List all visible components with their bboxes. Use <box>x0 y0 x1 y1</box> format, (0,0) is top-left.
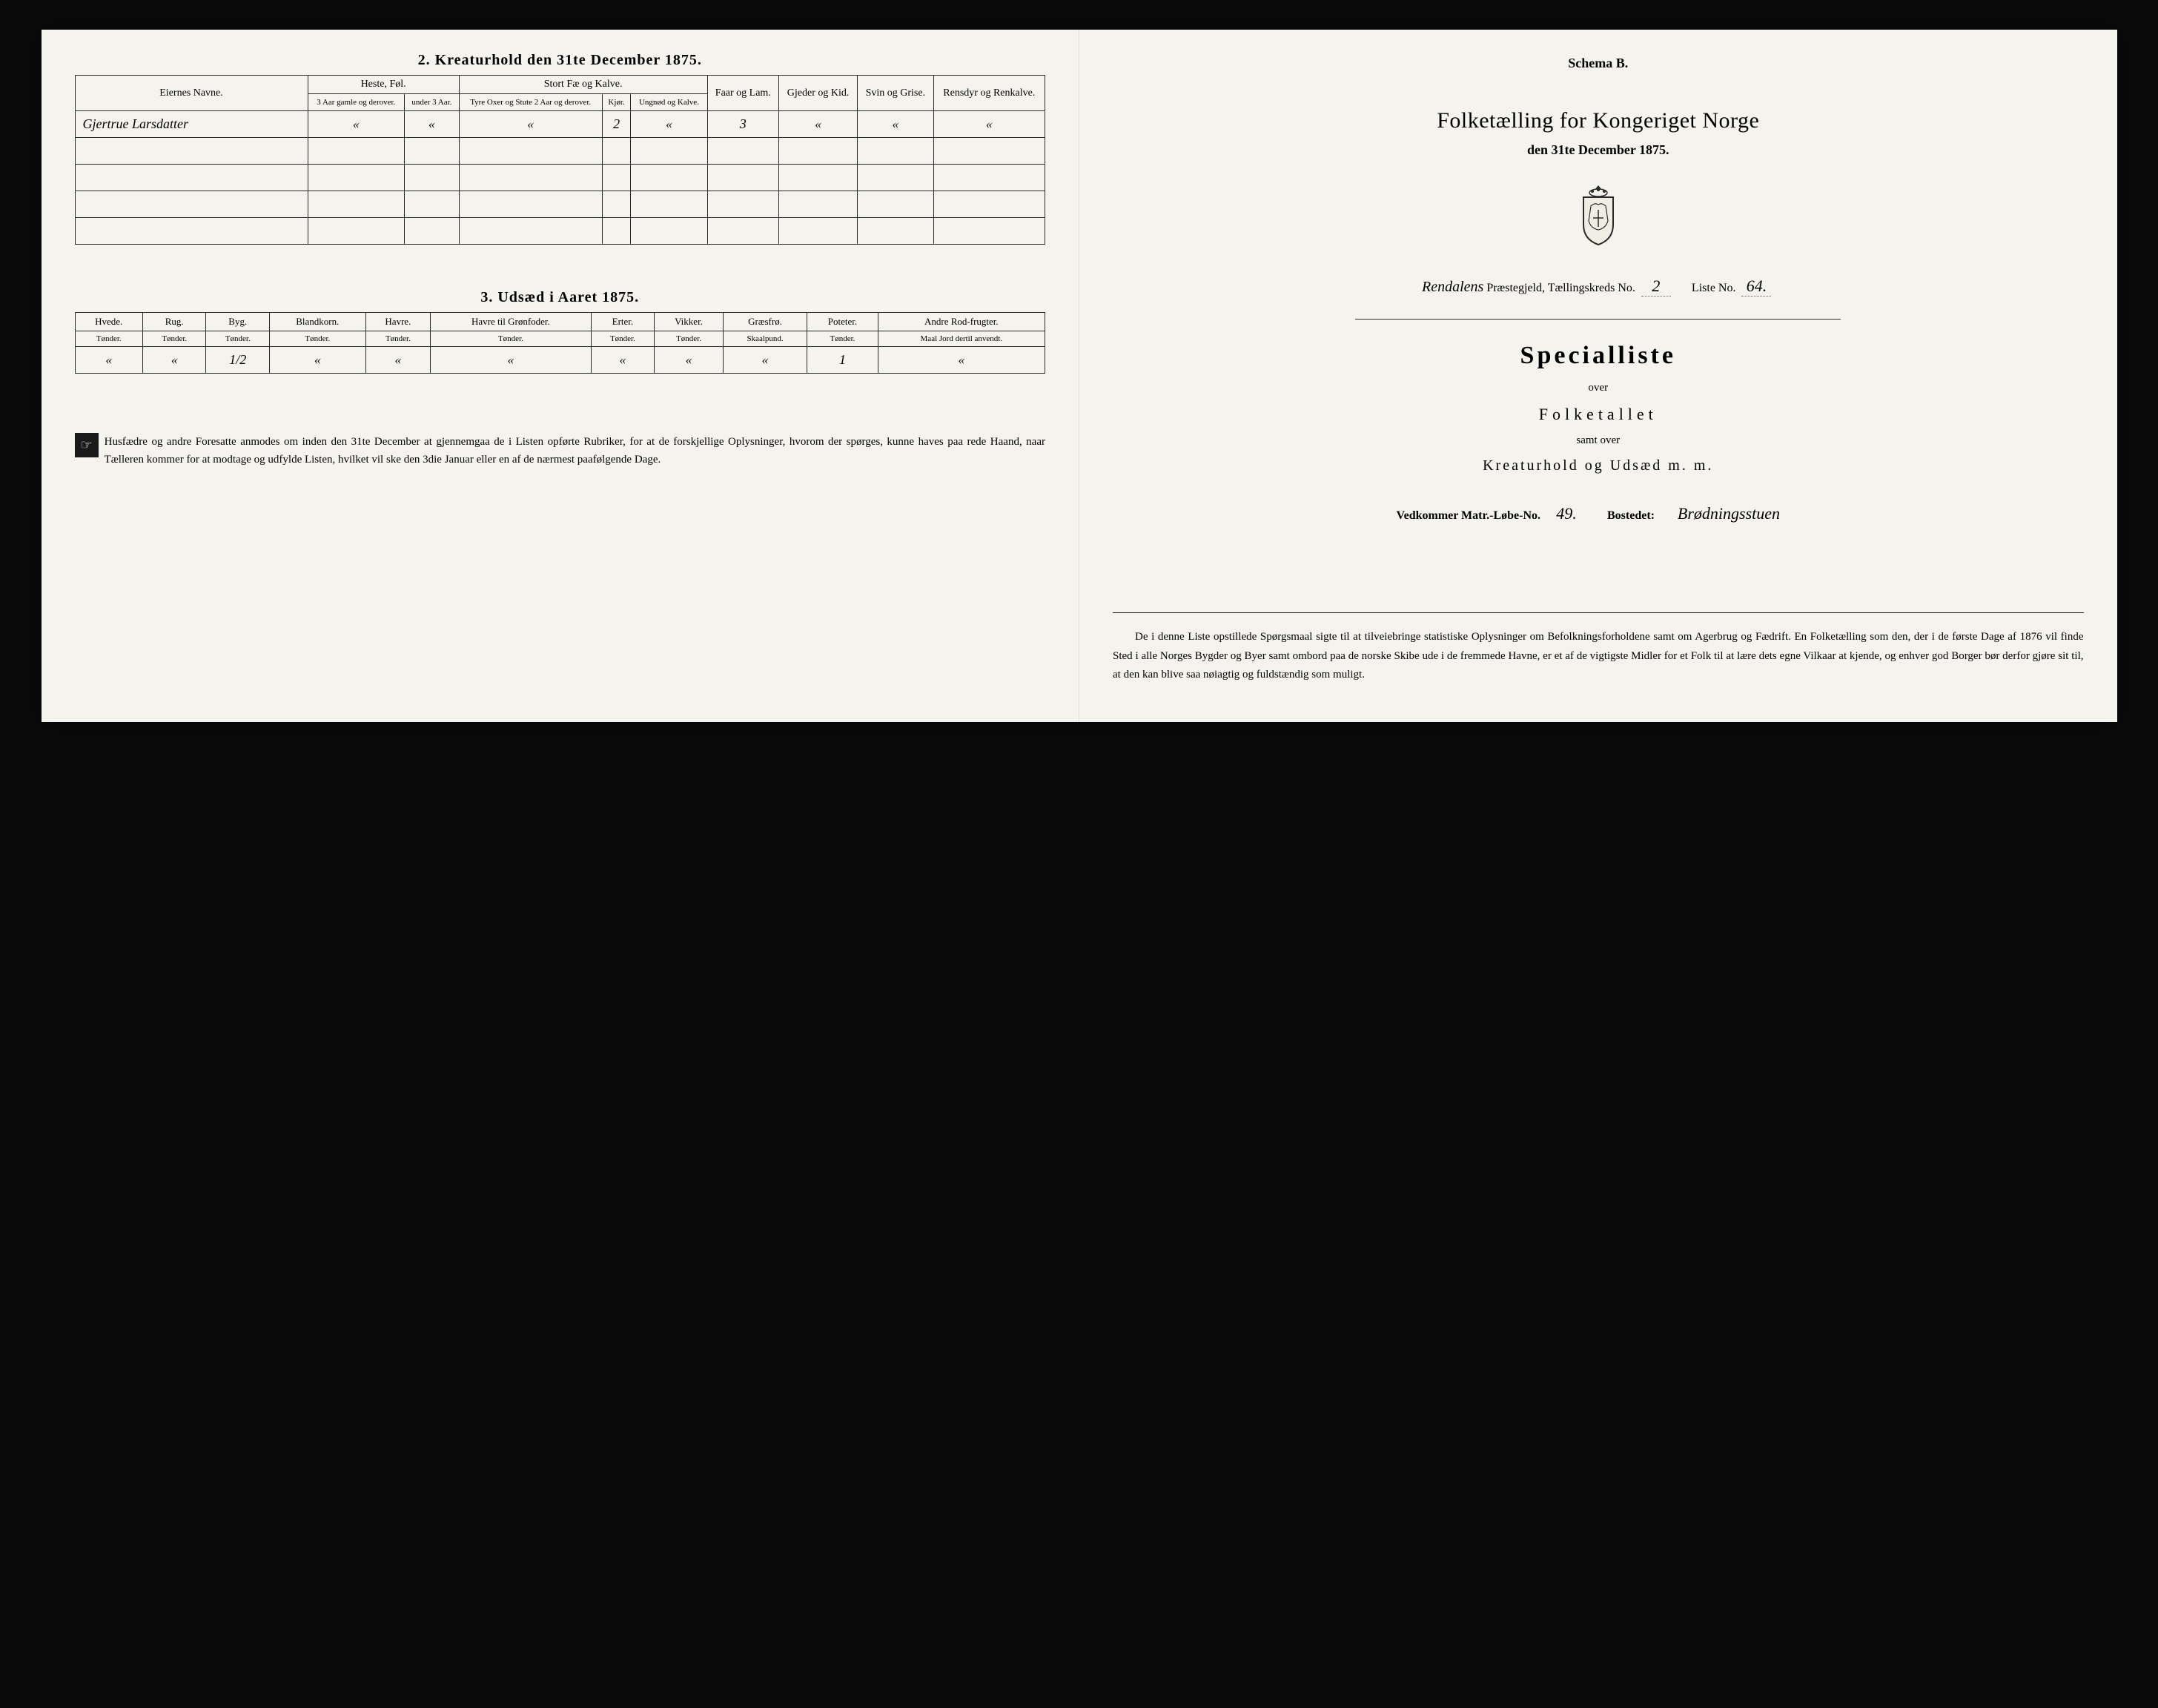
cell-svin: « <box>858 111 934 138</box>
col-group-horses: Heste, Føl. <box>308 76 459 94</box>
cell-andre: « <box>878 347 1045 374</box>
cell-havre: « <box>365 347 431 374</box>
col-goats: Gjeder og Kid. <box>779 76 858 111</box>
cell-stort1: « <box>459 111 602 138</box>
col-cattle-cows: Kjør. <box>602 94 631 111</box>
cell-erter: « <box>591 347 655 374</box>
cell-rug: « <box>142 347 206 374</box>
unit-havre: Tønder. <box>365 331 431 347</box>
bostedet-label: Bostedet: <box>1607 509 1655 522</box>
col-rug: Rug. <box>142 313 206 331</box>
document-spread: 2. Kreaturhold den 31te December 1875. E… <box>42 30 2117 722</box>
col-erter: Erter. <box>591 313 655 331</box>
folketallet-label: Folketallet <box>1113 405 2084 424</box>
schema-label: Schema B. <box>1113 56 2084 71</box>
cell-heste2: « <box>405 111 460 138</box>
district-label: Præstegjeld, Tællingskreds No. <box>1486 282 1635 294</box>
district-prefix: Rendalens <box>1422 279 1483 295</box>
cell-faar: 3 <box>707 111 779 138</box>
cell-owner-name: Gjertrue Larsdatter <box>75 111 308 138</box>
matr-number: 49. <box>1548 504 1585 523</box>
unit-havre-gron: Tønder. <box>431 331 591 347</box>
col-owner-name: Eiernes Navne. <box>75 76 308 111</box>
unit-hvede: Tønder. <box>75 331 142 347</box>
cell-blandkorn: « <box>270 347 366 374</box>
col-hvede: Hvede. <box>75 313 142 331</box>
divider <box>1355 319 1841 320</box>
col-poteter: Poteter. <box>807 313 878 331</box>
section3-title: 3. Udsæd i Aaret 1875. <box>75 289 1046 306</box>
table-row-empty <box>75 218 1045 245</box>
unit-poteter: Tønder. <box>807 331 878 347</box>
liste-label: Liste No. <box>1692 282 1736 294</box>
cell-gjeder: « <box>779 111 858 138</box>
unit-byg: Tønder. <box>206 331 270 347</box>
kreaturhold-label: Kreaturhold og Udsæd m. m. <box>1113 457 2084 474</box>
pointing-hand-icon: ☞ <box>75 433 99 457</box>
table-row: Gjertrue Larsdatter « « « 2 « 3 « « « <box>75 111 1045 138</box>
unit-andre: Maal Jord dertil anvendt. <box>878 331 1045 347</box>
seed-table: Hvede. Rug. Byg. Blandkorn. Havre. Havre… <box>75 312 1046 374</box>
cell-havre-gron: « <box>431 347 591 374</box>
cell-stort3: « <box>631 111 707 138</box>
col-pigs: Svin og Grise. <box>858 76 934 111</box>
vedkommer-line: Vedkommer Matr.-Løbe-No. 49. Bostedet: B… <box>1113 504 2084 523</box>
census-title: Folketælling for Kongeriget Norge <box>1113 108 2084 133</box>
cell-poteter: 1 <box>807 347 878 374</box>
col-sheep: Faar og Lam. <box>707 76 779 111</box>
col-cattle-bulls: Tyre Oxer og Stute 2 Aar og derover. <box>459 94 602 111</box>
cell-vikker: « <box>655 347 724 374</box>
bostedet-value: Brødningsstuen <box>1662 504 1795 523</box>
liste-number: 64. <box>1741 277 1771 297</box>
unit-erter: Tønder. <box>591 331 655 347</box>
bottom-paragraph: De i denne Liste opstillede Spørgsmaal s… <box>1113 612 2084 685</box>
table-row: « « 1/2 « « « « « « 1 « <box>75 347 1045 374</box>
livestock-table: Eiernes Navne. Heste, Føl. Stort Fæ og K… <box>75 75 1046 245</box>
left-page: 2. Kreaturhold den 31te December 1875. E… <box>42 30 1080 722</box>
col-group-cattle: Stort Fæ og Kalve. <box>459 76 707 94</box>
unit-graesfro: Skaalpund. <box>723 331 807 347</box>
cell-stort2: 2 <box>602 111 631 138</box>
kreds-number: 2 <box>1641 277 1671 297</box>
col-reindeer: Rensdyr og Renkalve. <box>933 76 1045 111</box>
col-andre: Andre Rod-frugter. <box>878 313 1045 331</box>
samt-over-label: samt over <box>1113 434 2084 447</box>
district-line: Rendalens Præstegjeld, Tællingskreds No.… <box>1113 277 2084 297</box>
table-row-empty <box>75 138 1045 165</box>
col-horses-3plus: 3 Aar gamle og derover. <box>308 94 405 111</box>
cell-byg: 1/2 <box>206 347 270 374</box>
cell-rensdyr: « <box>933 111 1045 138</box>
footnote-text: Husfædre og andre Foresatte anmodes om i… <box>105 433 1045 469</box>
col-byg: Byg. <box>206 313 270 331</box>
col-havre: Havre. <box>365 313 431 331</box>
over-label: over <box>1113 382 2084 394</box>
section2-title: 2. Kreaturhold den 31te December 1875. <box>75 52 1046 69</box>
col-cattle-young: Ungnød og Kalve. <box>631 94 707 111</box>
unit-vikker: Tønder. <box>655 331 724 347</box>
footnote-block: ☞ Husfædre og andre Foresatte anmodes om… <box>75 433 1046 469</box>
vedkommer-label: Vedkommer Matr.-Løbe-No. <box>1397 509 1541 522</box>
cell-heste1: « <box>308 111 405 138</box>
cell-graesfro: « <box>723 347 807 374</box>
census-date: den 31te December 1875. <box>1113 142 2084 158</box>
col-blandkorn: Blandkorn. <box>270 313 366 331</box>
table-row-empty <box>75 165 1045 191</box>
coat-of-arms-icon <box>1572 184 1624 247</box>
specialliste-heading: Specialliste <box>1113 342 2084 370</box>
col-horses-under3: under 3 Aar. <box>405 94 460 111</box>
table-row-empty <box>75 191 1045 218</box>
right-page: Schema B. Folketælling for Kongeriget No… <box>1079 30 2117 722</box>
col-vikker: Vikker. <box>655 313 724 331</box>
cell-hvede: « <box>75 347 142 374</box>
col-havre-gron: Havre til Grønfoder. <box>431 313 591 331</box>
unit-rug: Tønder. <box>142 331 206 347</box>
unit-blandkorn: Tønder. <box>270 331 366 347</box>
col-graesfro: Græsfrø. <box>723 313 807 331</box>
